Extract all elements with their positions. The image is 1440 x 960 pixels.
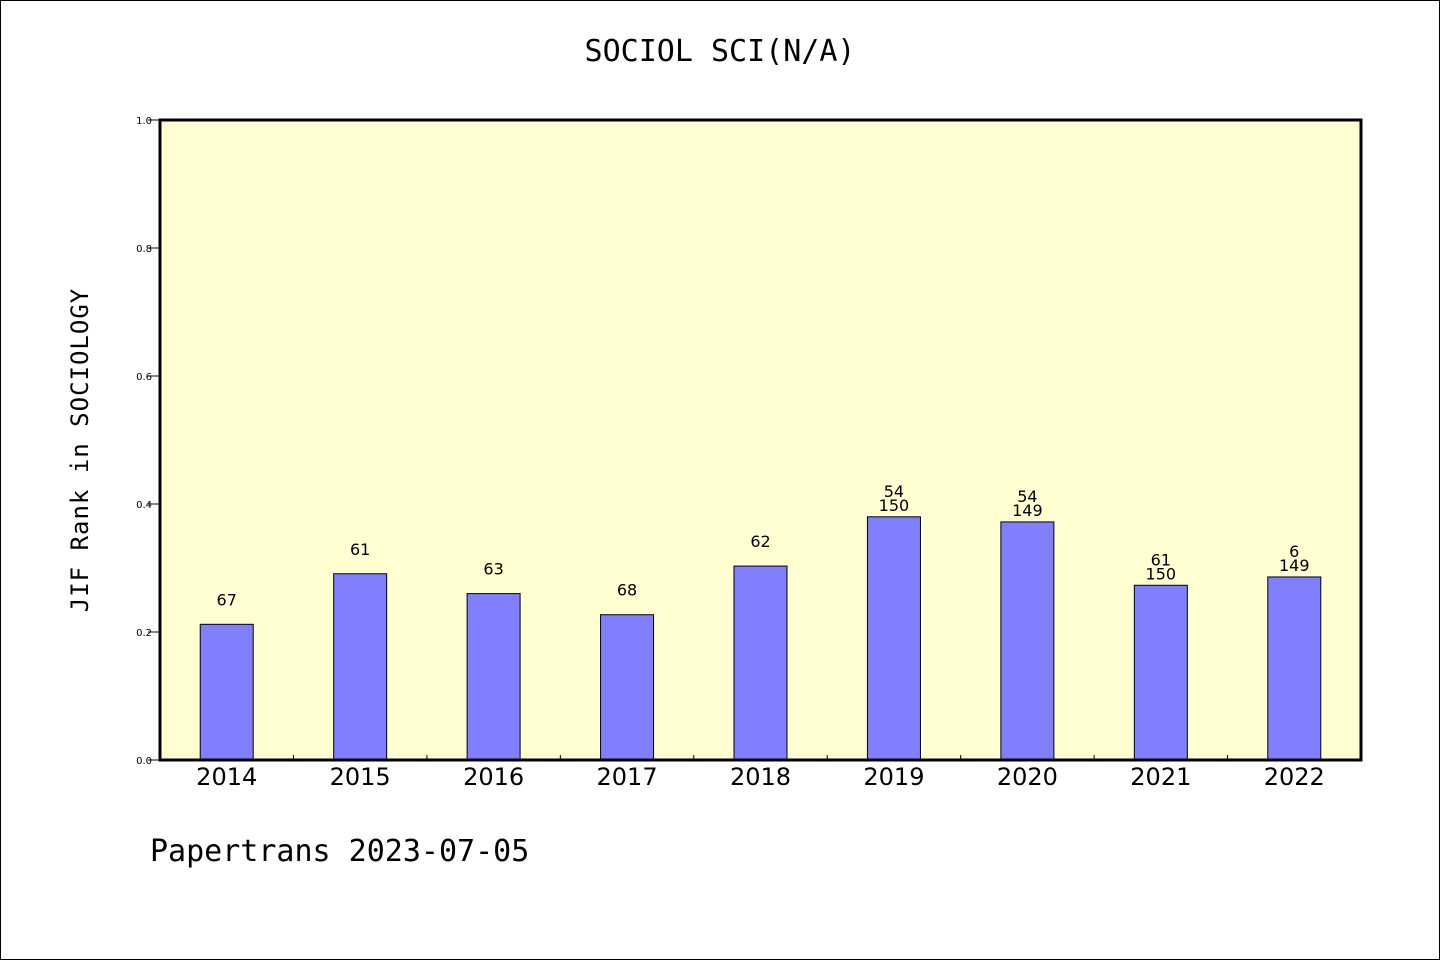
x-tick-label: 2022 [1264, 763, 1325, 791]
data-label: 67 [217, 590, 237, 609]
bar [600, 614, 655, 761]
y-tick-label: 0.6 [136, 372, 152, 383]
bar [1133, 584, 1188, 761]
x-tick-label: 2014 [196, 763, 257, 791]
y-tick-label: 1.0 [136, 116, 152, 127]
data-label: 63 [483, 560, 503, 579]
bar [466, 593, 521, 761]
x-tick-label: 2015 [330, 763, 391, 791]
x-tick-label: 2017 [597, 763, 658, 791]
data-label: 61 [350, 540, 370, 559]
data-label-total: 149 [1012, 501, 1043, 520]
x-tick-label: 2020 [997, 763, 1058, 791]
data-label-rank: 54 [1017, 487, 1037, 506]
y-tick-label: 0.0 [136, 756, 152, 767]
data-label-total: 149 [1279, 556, 1310, 575]
x-tick-label: 2016 [463, 763, 524, 791]
data-label-rank: 6 [1289, 542, 1299, 561]
bar [1267, 576, 1322, 761]
bar [866, 516, 921, 761]
x-tick-label: 2018 [730, 763, 791, 791]
footer-credit: Papertrans 2023-07-05 [150, 834, 530, 869]
data-label-total: 150 [1146, 564, 1177, 583]
bar [333, 573, 388, 761]
y-tick-label: 0.4 [136, 500, 152, 511]
data-label-rank: 54 [884, 482, 904, 501]
data-label-total: 150 [879, 496, 910, 515]
x-tick-label: 2019 [863, 763, 924, 791]
bar [733, 565, 788, 761]
bar [199, 623, 254, 761]
data-label: 68 [617, 581, 637, 600]
data-label-rank: 61 [1151, 550, 1171, 569]
data-label: 62 [750, 532, 770, 551]
chart-title: SOCIOL SCI(N/A) [584, 34, 856, 69]
plot-border [158, 118, 1363, 762]
x-tick-label: 2021 [1130, 763, 1191, 791]
y-tick-label: 0.8 [136, 244, 152, 255]
bar [1000, 521, 1055, 761]
y-tick-label: 0.2 [136, 628, 152, 639]
